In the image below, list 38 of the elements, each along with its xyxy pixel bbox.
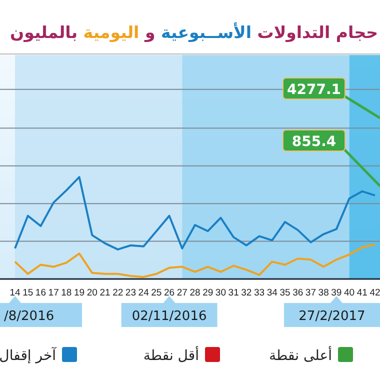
text: 27/2/2017 [298,309,366,324]
x-tick-label: 26 [164,288,175,299]
x-tick-label: 28 [190,288,200,299]
x-tick-label: 24 [138,288,149,299]
x-tick-label: 23 [125,288,136,299]
x-tick-label: 29 [202,288,214,299]
x-tick-label: 32 [241,288,252,299]
x-tick-label: 18 [61,288,72,299]
x-tick-label: 27 [176,288,188,299]
x-tick-label: 36 [292,288,304,299]
x-tick-label: 19 [74,288,85,299]
x-tick-label: 42 [370,288,380,299]
text: آخر إقفال [0,346,58,364]
text: 855.4 [292,134,336,150]
x-tick-label: 22 [112,288,124,299]
x-tick-label: 30 [215,288,226,299]
x-tick-label: 37 [305,288,316,299]
text: أقل نقطة [143,346,200,364]
x-tick-label: 35 [280,288,290,299]
x-tick-label: 14 [10,288,20,299]
x-tick-label: 17 [48,288,59,299]
x-tick-label: 31 [228,288,239,299]
text: 4277.1 [286,82,342,98]
x-tick-label: 25 [151,288,162,299]
text: /8/2016 [4,309,54,324]
x-tick-label: 15 [22,288,34,299]
x-tick-label: 16 [35,288,46,299]
x-tick-label: 21 [100,288,110,299]
x-tick-label: 41 [356,288,368,299]
text: 02/11/2016 [132,309,207,324]
x-tick-label: 33 [254,288,265,299]
x-tick-label: 39 [331,288,342,299]
x-tick-label: 38 [318,288,329,299]
x-tick-label: 40 [344,288,355,299]
chart-title: حجام التداولات الأســبوعية و اليومية بالمليون [10,22,378,43]
x-tick-label: 20 [86,288,98,299]
text: أعلى نقطة [269,346,332,364]
x-tick-label: 34 [266,288,278,299]
